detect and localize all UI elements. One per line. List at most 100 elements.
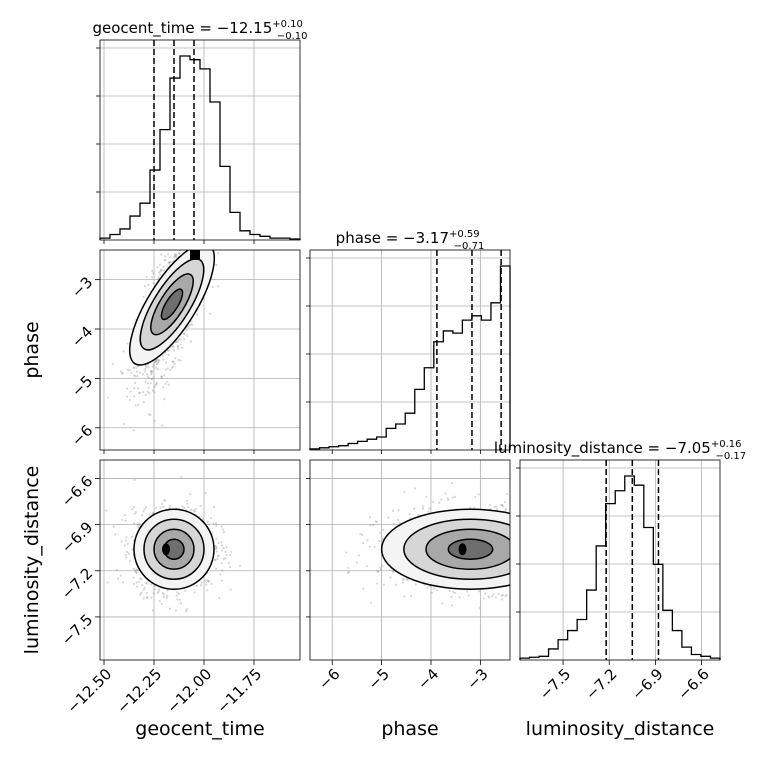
sample-point [511, 518, 513, 520]
geocent-time-vs-luminosity-distance-panel [100, 460, 300, 660]
sample-point [132, 395, 136, 398]
sample-point [173, 362, 176, 365]
sample-point [192, 509, 195, 512]
sample-point [574, 506, 576, 508]
sample-point [521, 534, 523, 536]
sample-point [121, 372, 124, 375]
sample-point [199, 223, 201, 225]
sample-point [521, 546, 523, 548]
sample-point [530, 558, 532, 560]
sample-point [138, 593, 142, 596]
sample-point [133, 512, 136, 515]
sample-point [133, 381, 137, 385]
sample-point [546, 552, 548, 554]
sample-point [165, 380, 168, 383]
sample-point [186, 247, 188, 249]
sample-point [376, 582, 379, 585]
sample-point [163, 269, 166, 272]
phase-x-axis-label: phase [381, 718, 438, 740]
sample-point [146, 390, 149, 393]
sample-point [217, 554, 220, 557]
sample-point [160, 375, 163, 378]
sample-point [164, 382, 167, 386]
sample-point [187, 245, 189, 247]
sample-point [144, 380, 147, 384]
sample-point [162, 593, 165, 596]
sample-point [114, 533, 117, 536]
sample-point [522, 546, 524, 548]
sample-point [150, 369, 154, 373]
sample-point [467, 594, 470, 597]
sample-point [164, 368, 168, 371]
sample-point [548, 511, 550, 513]
sample-point [516, 549, 518, 551]
sample-point [214, 545, 217, 548]
sample-point [545, 552, 547, 554]
sample-point [577, 521, 579, 523]
sample-point [417, 514, 420, 517]
sample-point [518, 546, 520, 548]
title-value: phase = −3.17 [336, 229, 449, 247]
sample-point [570, 538, 572, 540]
sample-point [178, 252, 181, 255]
sample-point [206, 520, 209, 523]
title-minus-error: −0.10 [277, 31, 308, 42]
sample-point [140, 591, 143, 595]
sample-point [144, 393, 147, 396]
sample-point [124, 519, 127, 522]
sample-point [538, 520, 540, 522]
sample-point [125, 550, 129, 554]
sample-point [165, 361, 168, 364]
sample-point [368, 545, 371, 548]
sample-point [574, 521, 576, 523]
sample-point [155, 363, 159, 366]
y-tick-label: −7.5 [58, 611, 96, 649]
sample-point [205, 242, 207, 244]
sample-point [215, 550, 218, 553]
title-minus-error: −0.17 [716, 451, 747, 462]
sample-point [181, 241, 183, 243]
sample-point [143, 586, 146, 589]
sample-point [403, 490, 406, 494]
sample-point [563, 580, 565, 582]
sample-point [521, 546, 523, 548]
sample-point [524, 560, 526, 562]
sample-point [526, 544, 528, 546]
sample-point [171, 345, 174, 348]
sample-point [374, 520, 377, 523]
sample-point [512, 537, 514, 539]
sample-point [198, 221, 200, 223]
sample-point [548, 565, 550, 567]
sample-point [187, 221, 189, 223]
sample-point [155, 382, 158, 385]
sample-point [129, 390, 132, 393]
sample-point [543, 557, 545, 559]
sample-point [127, 552, 130, 555]
sample-point [155, 381, 158, 384]
sample-point [174, 254, 178, 258]
sample-point [215, 203, 217, 205]
sample-point [426, 586, 429, 589]
sample-point [178, 338, 181, 341]
sample-point [196, 227, 198, 229]
sample-point [155, 506, 158, 509]
sample-point [148, 391, 151, 395]
sample-point [521, 535, 523, 537]
sample-point [190, 248, 192, 250]
sample-point [517, 547, 519, 549]
sample-point [410, 595, 413, 598]
sample-point [156, 362, 159, 365]
sample-point [522, 542, 524, 544]
sample-point [524, 558, 526, 560]
sample-point [492, 593, 495, 596]
sample-point [414, 487, 417, 490]
sample-point [181, 236, 183, 238]
sample-point [525, 512, 527, 514]
sample-point [511, 544, 513, 546]
sample-point [222, 528, 225, 531]
sample-point [530, 565, 532, 567]
sample-point [106, 581, 109, 584]
sample-point [123, 513, 127, 517]
sample-point [446, 497, 449, 500]
sample-point [526, 574, 528, 576]
